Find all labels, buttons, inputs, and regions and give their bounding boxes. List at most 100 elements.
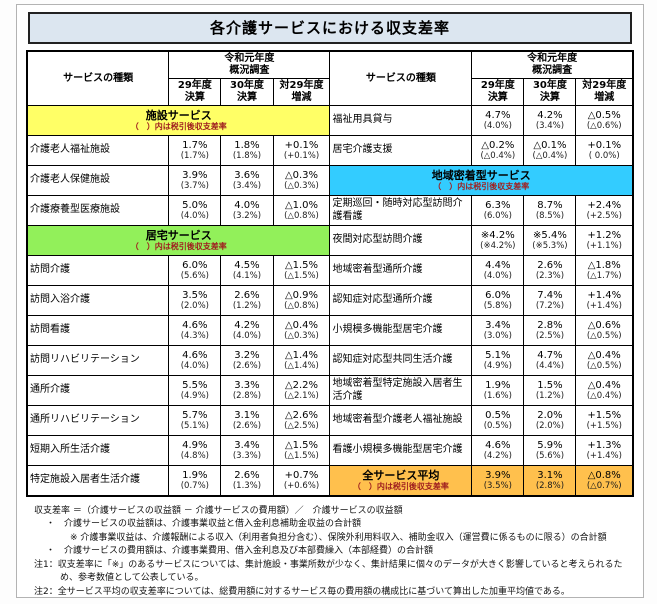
value-fy29-cell: 4.7% (4.0%)	[471, 105, 525, 136]
average-label: 全サービス平均	[362, 468, 440, 482]
value-fy29: 1.7%	[182, 139, 208, 151]
value-fy29-aftertax: (0.7%)	[180, 480, 209, 491]
value-fy30: 3.1%	[537, 469, 563, 481]
service-name: 認知症対応型共同生活介護	[332, 354, 453, 366]
service-name: 訪問介護	[30, 264, 70, 276]
value-diff-cell: △1.4% (△1.4%)	[272, 345, 331, 376]
value-fy29-cell: 6.0% (5.8%)	[471, 285, 525, 316]
value-fy30: ※5.4%	[533, 229, 567, 241]
value-diff-cell: △0.5% (△0.6%)	[575, 105, 634, 136]
service-name-cell: 短期入所生活介護	[26, 435, 170, 466]
value-diff-cell: △1.5% (△1.5%)	[272, 435, 331, 466]
value-fy30-aftertax: (3.3%)	[232, 450, 262, 461]
value-fy29-cell: 0.5% (0.5%)	[471, 405, 525, 436]
value-fy30: 4.2%	[234, 319, 260, 331]
value-fy29: ※4.2%	[480, 229, 515, 241]
value-fy29-aftertax: (5.8%)	[483, 300, 512, 311]
value-fy30: 3.3%	[234, 379, 260, 391]
value-fy29-cell: 5.5% (4.9%)	[168, 375, 222, 406]
value-fy29: 6.0%	[182, 259, 208, 271]
service-name: 看護小規模多機能型居宅介護	[332, 444, 463, 456]
value-fy29-aftertax: (3.0%)	[483, 330, 512, 341]
value-fy30-cell: 3.2% (2.6%)	[220, 345, 274, 376]
value-diff-cell: +0.1% (+0.1%)	[272, 135, 331, 166]
value-fy29-aftertax: (3.5%)	[483, 480, 512, 491]
service-name-cell: 通所介護	[26, 375, 170, 406]
value-diff-cell: △1.8% (△1.7%)	[575, 255, 634, 286]
service-name-cell: 定期巡回・随時対応型訪問介護看護	[329, 195, 473, 226]
service-name: 訪問看護	[30, 324, 70, 336]
value-fy30-cell: 3.1% (2.8%)	[523, 465, 577, 496]
value-fy30-cell: 3.6% (3.4%)	[220, 165, 274, 196]
value-fy30-cell: 4.7% (4.4%)	[523, 345, 577, 376]
value-fy30-cell: 7.4% (7.2%)	[523, 285, 577, 316]
table-row: 通所介護 5.5% (4.9%) 3.3% (2.8%) △2.2% (△2.1%) 地域密着…	[26, 375, 634, 406]
value-fy29-cell: ※4.2% (※4.2%)	[471, 225, 525, 256]
table-row: 施設サービス（ ）内は税引後収支差率 福祉用具貸与 4.7% (4.0%) 4.2% (3…	[26, 105, 634, 136]
service-name: 認知症対応型通所介護	[332, 294, 433, 306]
value-fy29: 3.5%	[182, 289, 208, 301]
value-diff: △0.4%	[587, 349, 621, 361]
table-row: 介護老人福祉施設 1.7% (1.7%) 1.8% (1.8%) +0.1% (+0.1%)…	[26, 135, 634, 166]
value-fy30-cell: 4.5% (4.1%)	[220, 255, 274, 286]
value-diff-aftertax: ( 0.0%)	[588, 150, 620, 161]
value-fy29-aftertax: (4.0%)	[180, 210, 209, 221]
value-fy29-cell: 4.6% (4.2%)	[471, 435, 525, 466]
value-diff: △2.6%	[284, 409, 319, 421]
value-fy29-aftertax: (4.9%)	[180, 390, 209, 401]
value-fy29: 3.9%	[182, 169, 208, 181]
value-diff-aftertax: (+1.5%)	[586, 420, 622, 431]
value-fy29-aftertax: (1.6%)	[483, 390, 512, 401]
value-fy30-cell: ※5.4% (※5.3%)	[523, 225, 577, 256]
service-name-cell: 地域密着型通所介護	[329, 255, 473, 286]
value-fy30-cell: 2.6% (2.3%)	[523, 255, 577, 286]
value-fy29-cell: 3.4% (3.0%)	[471, 315, 525, 346]
value-fy30-cell: 1.5% (1.2%)	[523, 375, 577, 406]
value-diff-cell: △0.4% (△0.5%)	[575, 345, 634, 376]
service-name-cell: 認知症対応型通所介護	[329, 285, 473, 316]
value-fy29: 1.9%	[485, 379, 511, 391]
service-name-cell: 認知症対応型共同生活介護	[329, 345, 473, 376]
value-diff-aftertax: (△0.6%)	[586, 120, 622, 131]
service-name: 通所リハビリテーション	[30, 414, 140, 426]
value-fy29-cell: 4.6% (4.3%)	[168, 315, 222, 346]
service-name-cell: 介護老人福祉施設	[26, 135, 170, 166]
value-fy29-cell: 3.9% (3.7%)	[168, 165, 222, 196]
value-fy29-cell: 6.0% (5.6%)	[168, 255, 222, 286]
col-header-service-type-left: サービスの種類	[26, 50, 170, 106]
value-fy30-aftertax: (8.5%)	[535, 210, 565, 221]
value-diff-aftertax: (△0.5%)	[586, 360, 622, 371]
value-fy30-aftertax: (1.3%)	[232, 480, 262, 491]
service-name: 特定施設入居者生活介護	[30, 474, 140, 485]
value-fy30-aftertax: (2.3%)	[535, 270, 565, 281]
value-fy29-cell: 1.7% (1.7%)	[168, 135, 222, 166]
value-diff-aftertax: (△1.7%)	[586, 270, 622, 281]
value-diff: △0.4%	[587, 379, 621, 391]
section-band-label: 地域密着型サービス	[431, 169, 531, 183]
value-fy29-cell: 5.0% (4.0%)	[168, 195, 222, 226]
value-fy30-cell: 2.0% (2.0%)	[523, 405, 577, 436]
value-fy29: 3.9%	[485, 469, 511, 481]
value-fy30: 4.0%	[234, 199, 260, 211]
value-fy30: 2.0%	[537, 409, 563, 421]
value-fy30-cell: 8.7% (8.5%)	[523, 195, 577, 226]
value-fy29-cell: 1.9% (1.6%)	[471, 375, 525, 406]
value-diff-aftertax: (△0.5%)	[586, 330, 622, 341]
value-fy30-aftertax: (3.4%)	[232, 180, 262, 191]
value-fy29: 4.9%	[182, 439, 208, 451]
section-band-note: （ ）内は税引後収支差率	[130, 242, 227, 252]
value-diff: △0.9%	[284, 289, 319, 301]
value-fy29-aftertax: (2.0%)	[180, 300, 209, 311]
value-fy30: △0.1%	[533, 139, 567, 151]
service-name-cell: 小規模多機能型居宅介護	[329, 315, 473, 346]
value-diff-aftertax: (+1.4%)	[586, 300, 622, 311]
service-name: 地域密着型通所介護	[332, 264, 423, 276]
section-band-note: （ ）内は税引後収支差率	[130, 122, 227, 132]
value-fy30: 4.2%	[537, 109, 563, 121]
value-fy29-cell: △0.2% (△0.4%)	[471, 135, 525, 166]
service-name-cell: 夜間対応型訪問介護	[329, 225, 473, 256]
service-name: 通所介護	[30, 384, 70, 396]
col-header-fy30-left: 30年度 決算	[220, 78, 274, 106]
value-fy29-cell: 5.1% (4.9%)	[471, 345, 525, 376]
value-diff: △0.6%	[587, 319, 621, 331]
